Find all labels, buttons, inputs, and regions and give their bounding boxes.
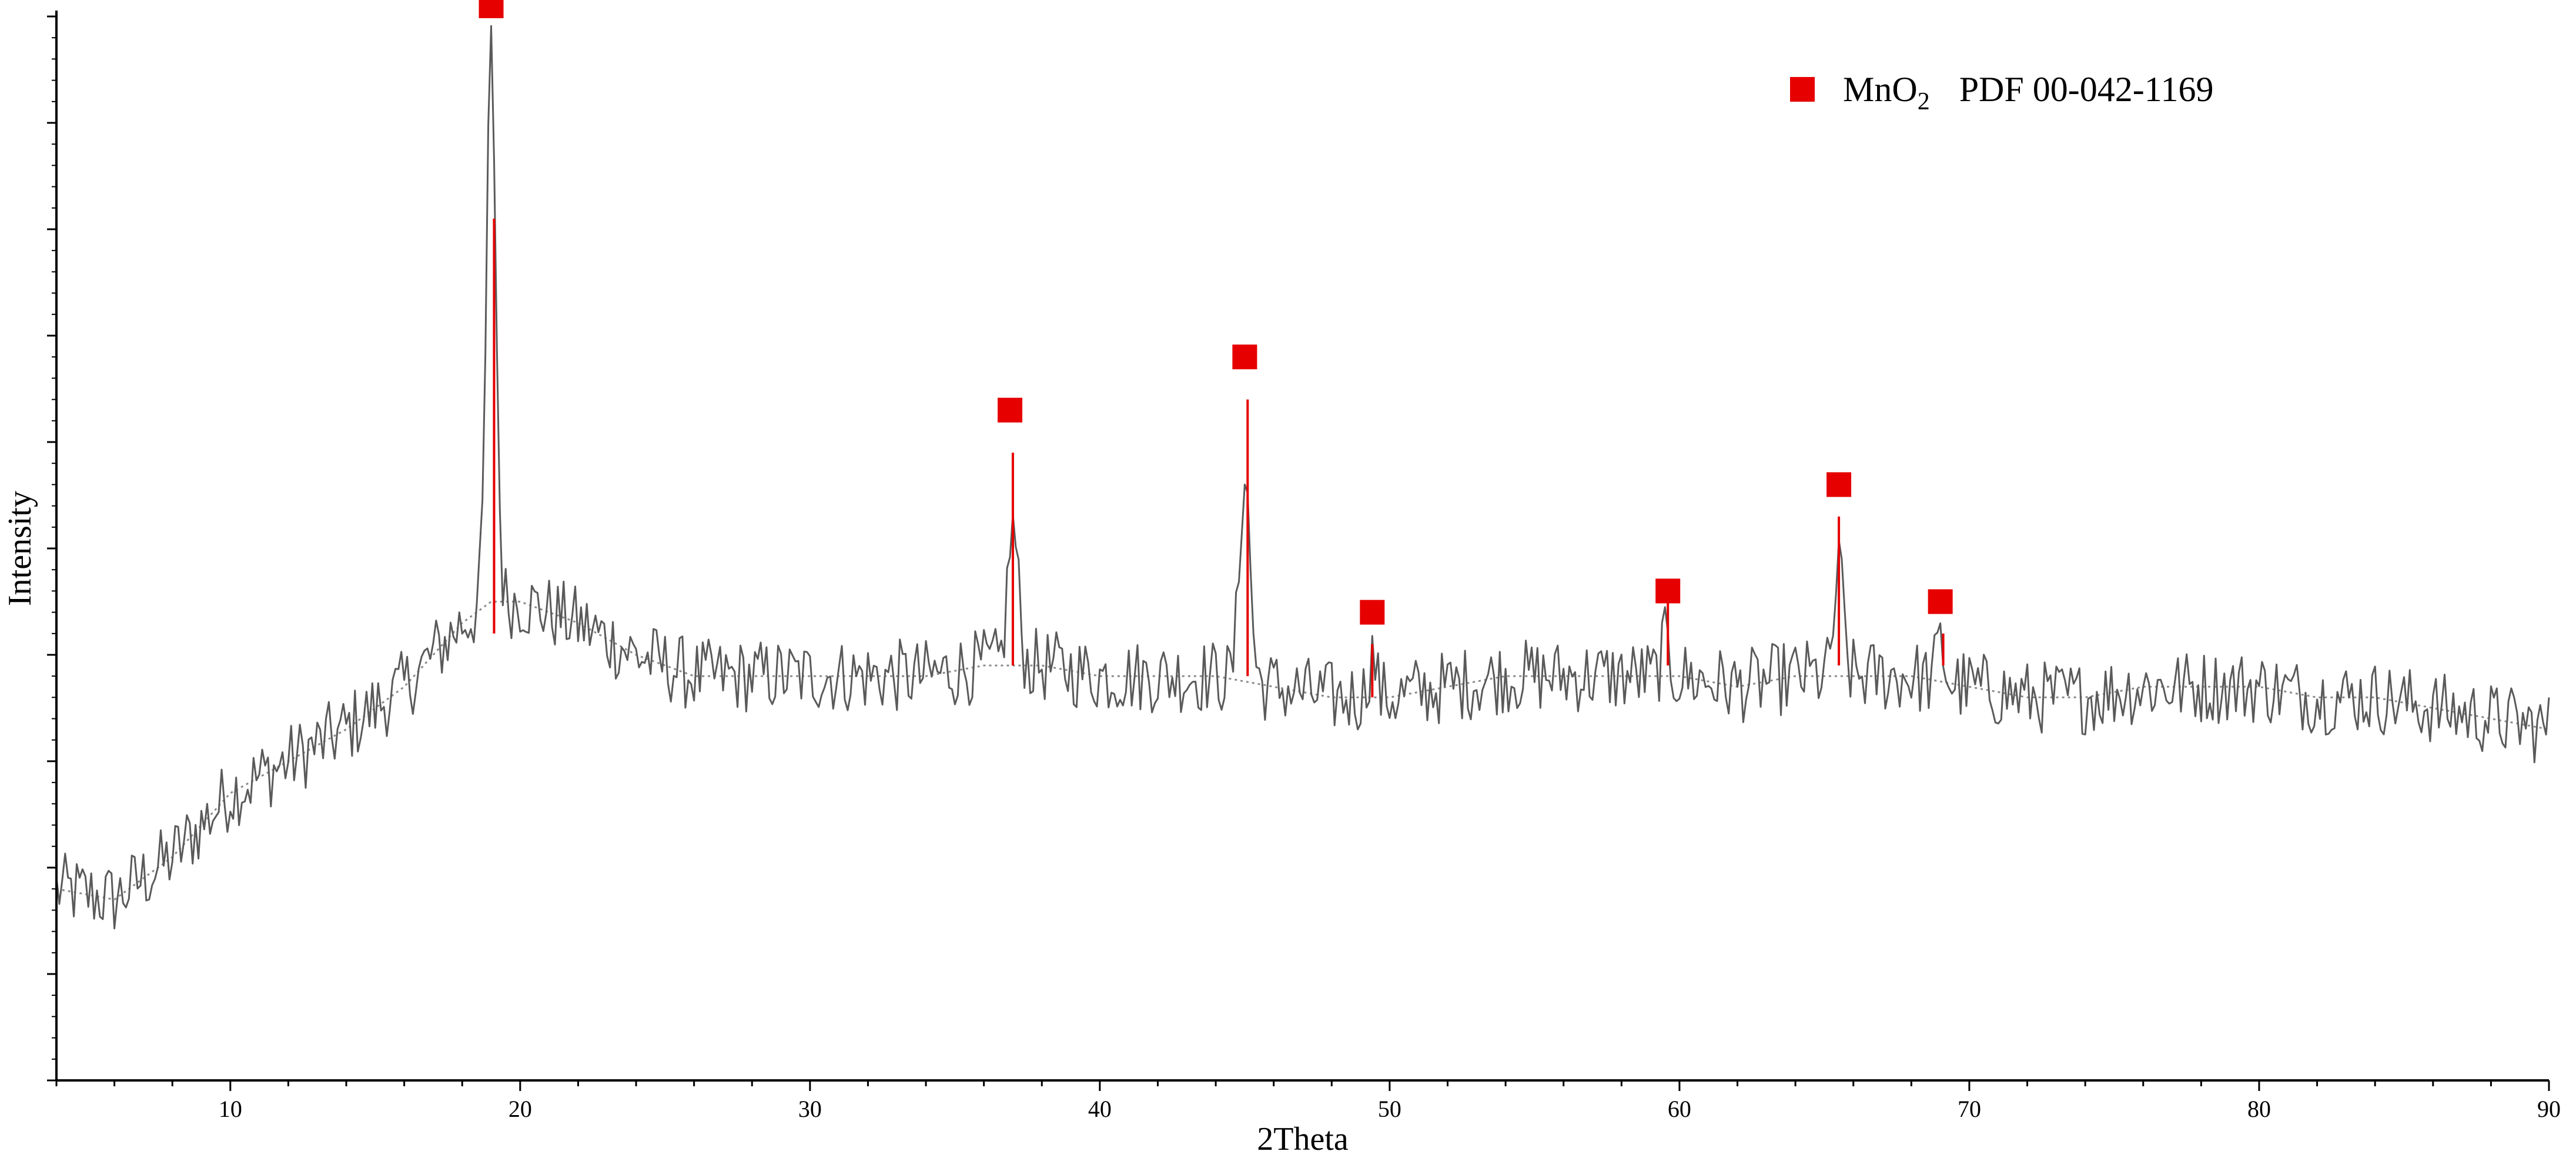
x-tick-label: 80: [2247, 1096, 2271, 1122]
legend: MnO2 PDF 00-042-1169: [1790, 70, 2214, 115]
reference-peak-marker: [1655, 578, 1681, 604]
x-tick-label: 70: [1958, 1096, 1981, 1122]
x-tick-label: 40: [1088, 1096, 1112, 1122]
reference-peaks-layer: [479, 0, 1953, 698]
legend-compound-subscript: 2: [1918, 88, 1930, 115]
legend-pdf-card: PDF 00-042-1169: [1959, 70, 2214, 109]
reference-peak-marker: [479, 0, 504, 18]
reference-peak-marker: [1360, 600, 1385, 625]
x-tick-label: 90: [2537, 1096, 2561, 1122]
x-tick-label: 60: [1668, 1096, 1691, 1122]
x-tick-label: 30: [798, 1096, 822, 1122]
reference-peak-marker: [1928, 589, 1953, 614]
legend-marker-mno2: [1790, 77, 1815, 102]
background-fit-layer: [56, 601, 2550, 901]
x-tick-label: 10: [219, 1096, 242, 1122]
series-background-fit: [56, 601, 2550, 901]
reference-peak-marker: [1826, 472, 1852, 497]
series-xrd-pattern: [55, 25, 2550, 929]
y-axis-title: Intensity: [2, 491, 38, 606]
axes-layer: [55, 11, 2549, 1082]
reference-peak-marker: [998, 397, 1023, 423]
pattern-layer: [55, 25, 2550, 929]
ticks-layer: 10 20 30 40 50 60 70 80 90: [47, 15, 2561, 1122]
reference-peak-marker: [1232, 344, 1257, 370]
legend-compound: MnO: [1843, 70, 1918, 109]
x-tick-label: 50: [1378, 1096, 1401, 1122]
legend-label-mno2: MnO2 PDF 00-042-1169: [1843, 70, 2214, 115]
x-tick-label: 20: [508, 1096, 532, 1122]
x-axis-title: 2Theta: [1257, 1121, 1349, 1157]
